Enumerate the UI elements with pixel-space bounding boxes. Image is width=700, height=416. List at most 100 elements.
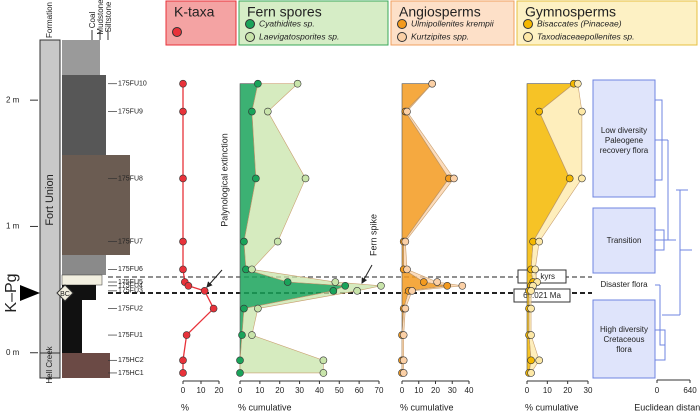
x-tick-label: 0 — [400, 386, 405, 395]
annotation: Fern spike — [368, 214, 378, 256]
point — [458, 282, 467, 290]
point — [531, 265, 539, 274]
point — [419, 278, 428, 286]
point — [179, 369, 187, 377]
time-label: ~1 kyrs — [529, 272, 555, 281]
x-tick-label: 10 — [255, 386, 264, 395]
cluster-label: Transition — [607, 236, 642, 245]
point — [428, 79, 436, 88]
sample-label: 175FU2 — [118, 305, 143, 312]
point — [319, 369, 328, 377]
point — [565, 174, 574, 183]
legend-marker — [523, 19, 533, 29]
panel-title: Gymnosperms — [525, 4, 616, 20]
point — [293, 79, 302, 88]
point — [248, 265, 256, 274]
column-header: Formation — [45, 2, 54, 38]
panel-title: Angiosperms — [399, 4, 481, 20]
column-header: Mudstone — [96, 0, 105, 35]
legend-label: Ulmipollenites krempii — [411, 18, 495, 28]
point — [578, 107, 586, 116]
time-label: 66.021 Ma — [523, 291, 561, 300]
point — [403, 265, 411, 274]
dendrogram — [655, 99, 692, 361]
sample-label: 175FU10 — [118, 81, 147, 88]
area — [401, 83, 450, 373]
point — [200, 287, 209, 295]
sample-label: 175HC2 — [118, 357, 144, 364]
x-axis-label: % — [181, 402, 189, 412]
point — [527, 304, 535, 313]
x-tick-label: 40 — [315, 386, 324, 395]
x-tick-label: 50 — [335, 386, 344, 395]
point — [273, 237, 282, 246]
x-tick-label: 60 — [355, 386, 364, 395]
point — [443, 282, 452, 290]
legend-label: Laevigatosporites sp. — [259, 31, 339, 41]
legend-marker — [245, 19, 255, 29]
legend-marker — [172, 27, 182, 37]
x-tick-label: 0 — [655, 386, 660, 395]
point — [240, 304, 248, 313]
cluster-label: Disaster flora — [600, 280, 648, 289]
column-header: Coal — [88, 12, 97, 29]
y-tick-label: 1 m — [6, 222, 20, 231]
panel-title: K-taxa — [174, 4, 215, 20]
point — [301, 174, 310, 183]
point — [331, 278, 340, 286]
x-tick-label: 20 — [275, 386, 284, 395]
point — [179, 174, 187, 183]
legend-label: Bisaccates (Pinaceae) — [537, 18, 622, 28]
legend-marker — [245, 32, 255, 42]
x-tick-label: 20 — [563, 386, 572, 395]
annotation-arrow — [361, 264, 373, 284]
legend-marker — [397, 19, 407, 29]
point — [377, 282, 385, 290]
x-axis-label: % cumulative — [400, 402, 454, 412]
legend-marker — [523, 32, 533, 42]
x-tick-label: 640 — [683, 386, 697, 395]
point — [236, 356, 244, 365]
cluster-label: Low diversity Paleogene recovery flora — [600, 126, 649, 155]
x-tick-label: 10 — [543, 386, 552, 395]
sample-label: 175FU5 — [118, 279, 143, 286]
point — [450, 174, 458, 183]
bc-label: BC — [60, 291, 70, 298]
x-tick-label: 30 — [584, 386, 593, 395]
column-header: Siltstone — [104, 1, 113, 32]
x-axis-label: % cumulative — [238, 402, 292, 412]
x-tick-label: 10 — [414, 386, 423, 395]
point — [329, 287, 338, 295]
sample-label: 175FU6 — [118, 266, 143, 273]
point — [252, 174, 260, 183]
point — [238, 331, 246, 339]
point — [401, 237, 410, 246]
point — [401, 304, 410, 313]
x-tick-label: 20 — [215, 386, 224, 395]
x-tick-label: 30 — [448, 386, 457, 395]
point — [527, 369, 535, 377]
point — [209, 304, 218, 313]
formation-label: Fort Union — [44, 174, 56, 225]
sample-label: 175FU9 — [118, 108, 143, 115]
sample-label: 175FU3 — [118, 288, 143, 295]
point — [179, 237, 187, 246]
point — [399, 331, 408, 339]
point — [527, 356, 535, 365]
point — [578, 174, 586, 183]
lithology — [20, 30, 130, 379]
x-axis-label: Euclidean distance — [634, 402, 700, 412]
point — [403, 107, 411, 116]
annotation-arrow — [206, 269, 223, 288]
legend-label: Taxodiaceaepollenites sp. — [537, 31, 635, 41]
sample-label: 175FU1 — [118, 332, 143, 339]
point — [399, 369, 408, 377]
point — [254, 79, 262, 88]
x-tick-label: 30 — [295, 386, 304, 395]
point — [535, 237, 544, 246]
annotation: Palynological extinction — [219, 133, 229, 227]
point — [353, 287, 361, 295]
header-box — [238, 0, 389, 46]
point — [399, 356, 408, 365]
